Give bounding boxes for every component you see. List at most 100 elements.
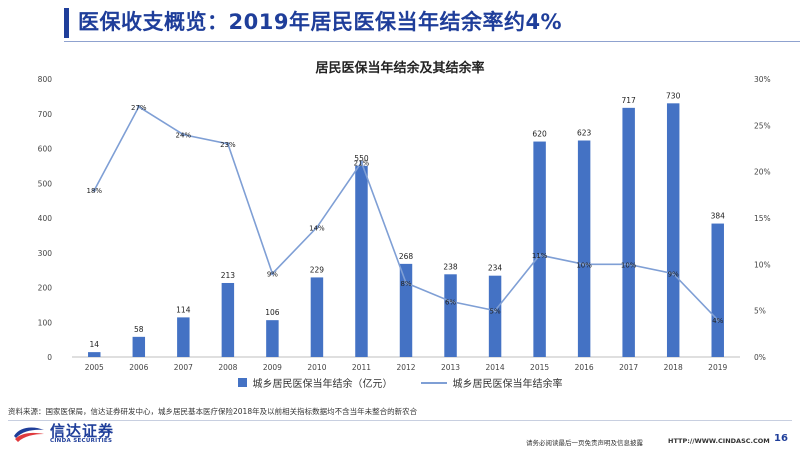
rate-data-label: 9% xyxy=(668,271,679,279)
legend-label-line: 城乡居民医保当年结余率 xyxy=(452,379,563,390)
bar xyxy=(177,317,190,357)
bar-value-label: 730 xyxy=(666,91,681,100)
bar xyxy=(444,274,457,357)
y-left-tick-label: 600 xyxy=(38,145,53,154)
rate-point xyxy=(181,133,185,137)
bar xyxy=(310,277,324,357)
legend-line-swatch xyxy=(420,381,447,384)
y-left-tick-label: 100 xyxy=(38,318,53,327)
y-right-tick-label: 15% xyxy=(754,214,771,223)
x-tick-label: 2016 xyxy=(575,363,594,372)
logo-swoosh-icon xyxy=(14,427,44,443)
bar-value-label: 229 xyxy=(310,265,325,274)
bar xyxy=(355,165,368,357)
rate-point xyxy=(671,272,675,276)
x-tick-label: 2008 xyxy=(218,363,237,372)
bar xyxy=(622,107,635,357)
x-tick-label: 2017 xyxy=(619,363,638,372)
bar xyxy=(221,282,235,357)
bar xyxy=(132,336,146,357)
page-number: 16 xyxy=(774,433,788,444)
x-tick-label: 2014 xyxy=(486,363,505,372)
bar-value-label: 58 xyxy=(134,325,144,334)
y-left-tick-label: 200 xyxy=(38,284,53,293)
page-title: 医保收支概览：2019年居民医保当年结余率约4% xyxy=(78,10,563,34)
disclaimer-text: 请务必阅读最后一页免责声明及信息披露 xyxy=(526,439,643,447)
rate-point xyxy=(493,309,497,313)
legend-bar-swatch xyxy=(237,378,247,387)
rate-data-label: 10% xyxy=(576,261,592,269)
bar-value-label: 213 xyxy=(221,271,236,280)
legend-item-bar: 城乡居民医保当年结余（亿元） xyxy=(237,375,393,390)
y-left-tick-label: 400 xyxy=(38,214,53,223)
rate-point xyxy=(226,142,230,146)
x-tick-label: 2006 xyxy=(129,363,148,372)
x-tick-label: 2005 xyxy=(85,363,104,372)
rate-point xyxy=(448,299,453,303)
rate-data-label: 24% xyxy=(176,132,192,140)
y-right-tick-label: 30% xyxy=(754,75,771,84)
rate-point xyxy=(270,272,274,276)
bar xyxy=(399,263,413,357)
bar-value-label: 106 xyxy=(265,308,280,317)
rate-data-label: 4% xyxy=(712,317,723,325)
x-tick-label: 2010 xyxy=(307,363,326,372)
y-right-tick-label: 20% xyxy=(754,168,771,177)
website-link[interactable]: HTTP://WWW.CINDASC.COM xyxy=(668,437,770,445)
bar xyxy=(711,223,724,357)
rate-point xyxy=(315,225,319,229)
bar xyxy=(577,140,591,357)
y-left-tick-label: 0 xyxy=(47,353,52,362)
rate-data-label: 21% xyxy=(354,159,370,167)
rate-data-label: 9% xyxy=(267,271,278,279)
rate-data-label: 5% xyxy=(490,308,501,316)
rate-data-label: 11% xyxy=(532,252,548,260)
bar xyxy=(666,103,680,357)
rate-point xyxy=(92,188,96,192)
rate-data-label: 10% xyxy=(621,261,637,269)
x-tick-label: 2018 xyxy=(664,363,683,372)
y-left-tick-label: 300 xyxy=(38,249,53,258)
bar-value-label: 234 xyxy=(488,264,503,273)
bar-value-label: 14 xyxy=(89,340,99,349)
bar-value-label: 268 xyxy=(399,252,414,261)
rate-data-label: 18% xyxy=(86,187,102,195)
title-accent-bar xyxy=(64,8,69,38)
bar xyxy=(533,141,546,357)
y-left-tick-label: 800 xyxy=(38,75,53,84)
y-left-tick-label: 700 xyxy=(38,110,53,119)
rate-data-label: 6% xyxy=(445,298,456,306)
legend-label-bar: 城乡居民医保当年结余（亿元） xyxy=(252,379,393,390)
bar-value-label: 620 xyxy=(532,130,547,139)
rate-data-label: 14% xyxy=(309,224,325,232)
rate-point xyxy=(404,281,408,285)
x-tick-label: 2013 xyxy=(441,363,460,372)
bar xyxy=(488,275,502,357)
bar-value-label: 623 xyxy=(577,129,592,138)
y-right-tick-label: 10% xyxy=(754,260,771,269)
logo-chinese-name: 信达证券 xyxy=(50,422,115,440)
bar-value-label: 384 xyxy=(711,212,726,221)
company-logo[interactable]: 信达证券 CINDA SECURITIES xyxy=(12,424,114,445)
bar-value-label: 238 xyxy=(443,262,458,271)
x-tick-label: 2012 xyxy=(396,363,415,372)
source-note: 资料来源：国家医保局，信达证券研发中心，城乡居民基本医疗保险2018年及以前相关… xyxy=(8,407,418,416)
bar xyxy=(266,320,279,357)
rate-point xyxy=(627,262,631,266)
y-right-tick-label: 5% xyxy=(754,307,766,316)
x-tick-label: 2007 xyxy=(174,363,193,372)
bar-value-label: 114 xyxy=(176,305,191,314)
rate-point xyxy=(716,318,720,322)
footer-divider xyxy=(8,420,792,421)
x-tick-label: 2011 xyxy=(352,363,371,372)
rate-point xyxy=(582,262,586,266)
rate-point xyxy=(137,105,141,109)
x-tick-label: 2009 xyxy=(263,363,282,372)
logo-english-name: CINDA SECURITIES xyxy=(50,438,113,444)
rate-point xyxy=(538,253,542,257)
chart-legend: 城乡居民医保当年结余（亿元） 城乡居民医保当年结余率 xyxy=(0,375,800,390)
rate-data-label: 23% xyxy=(220,141,236,149)
rate-point xyxy=(359,160,364,164)
y-right-tick-label: 0% xyxy=(754,353,766,362)
